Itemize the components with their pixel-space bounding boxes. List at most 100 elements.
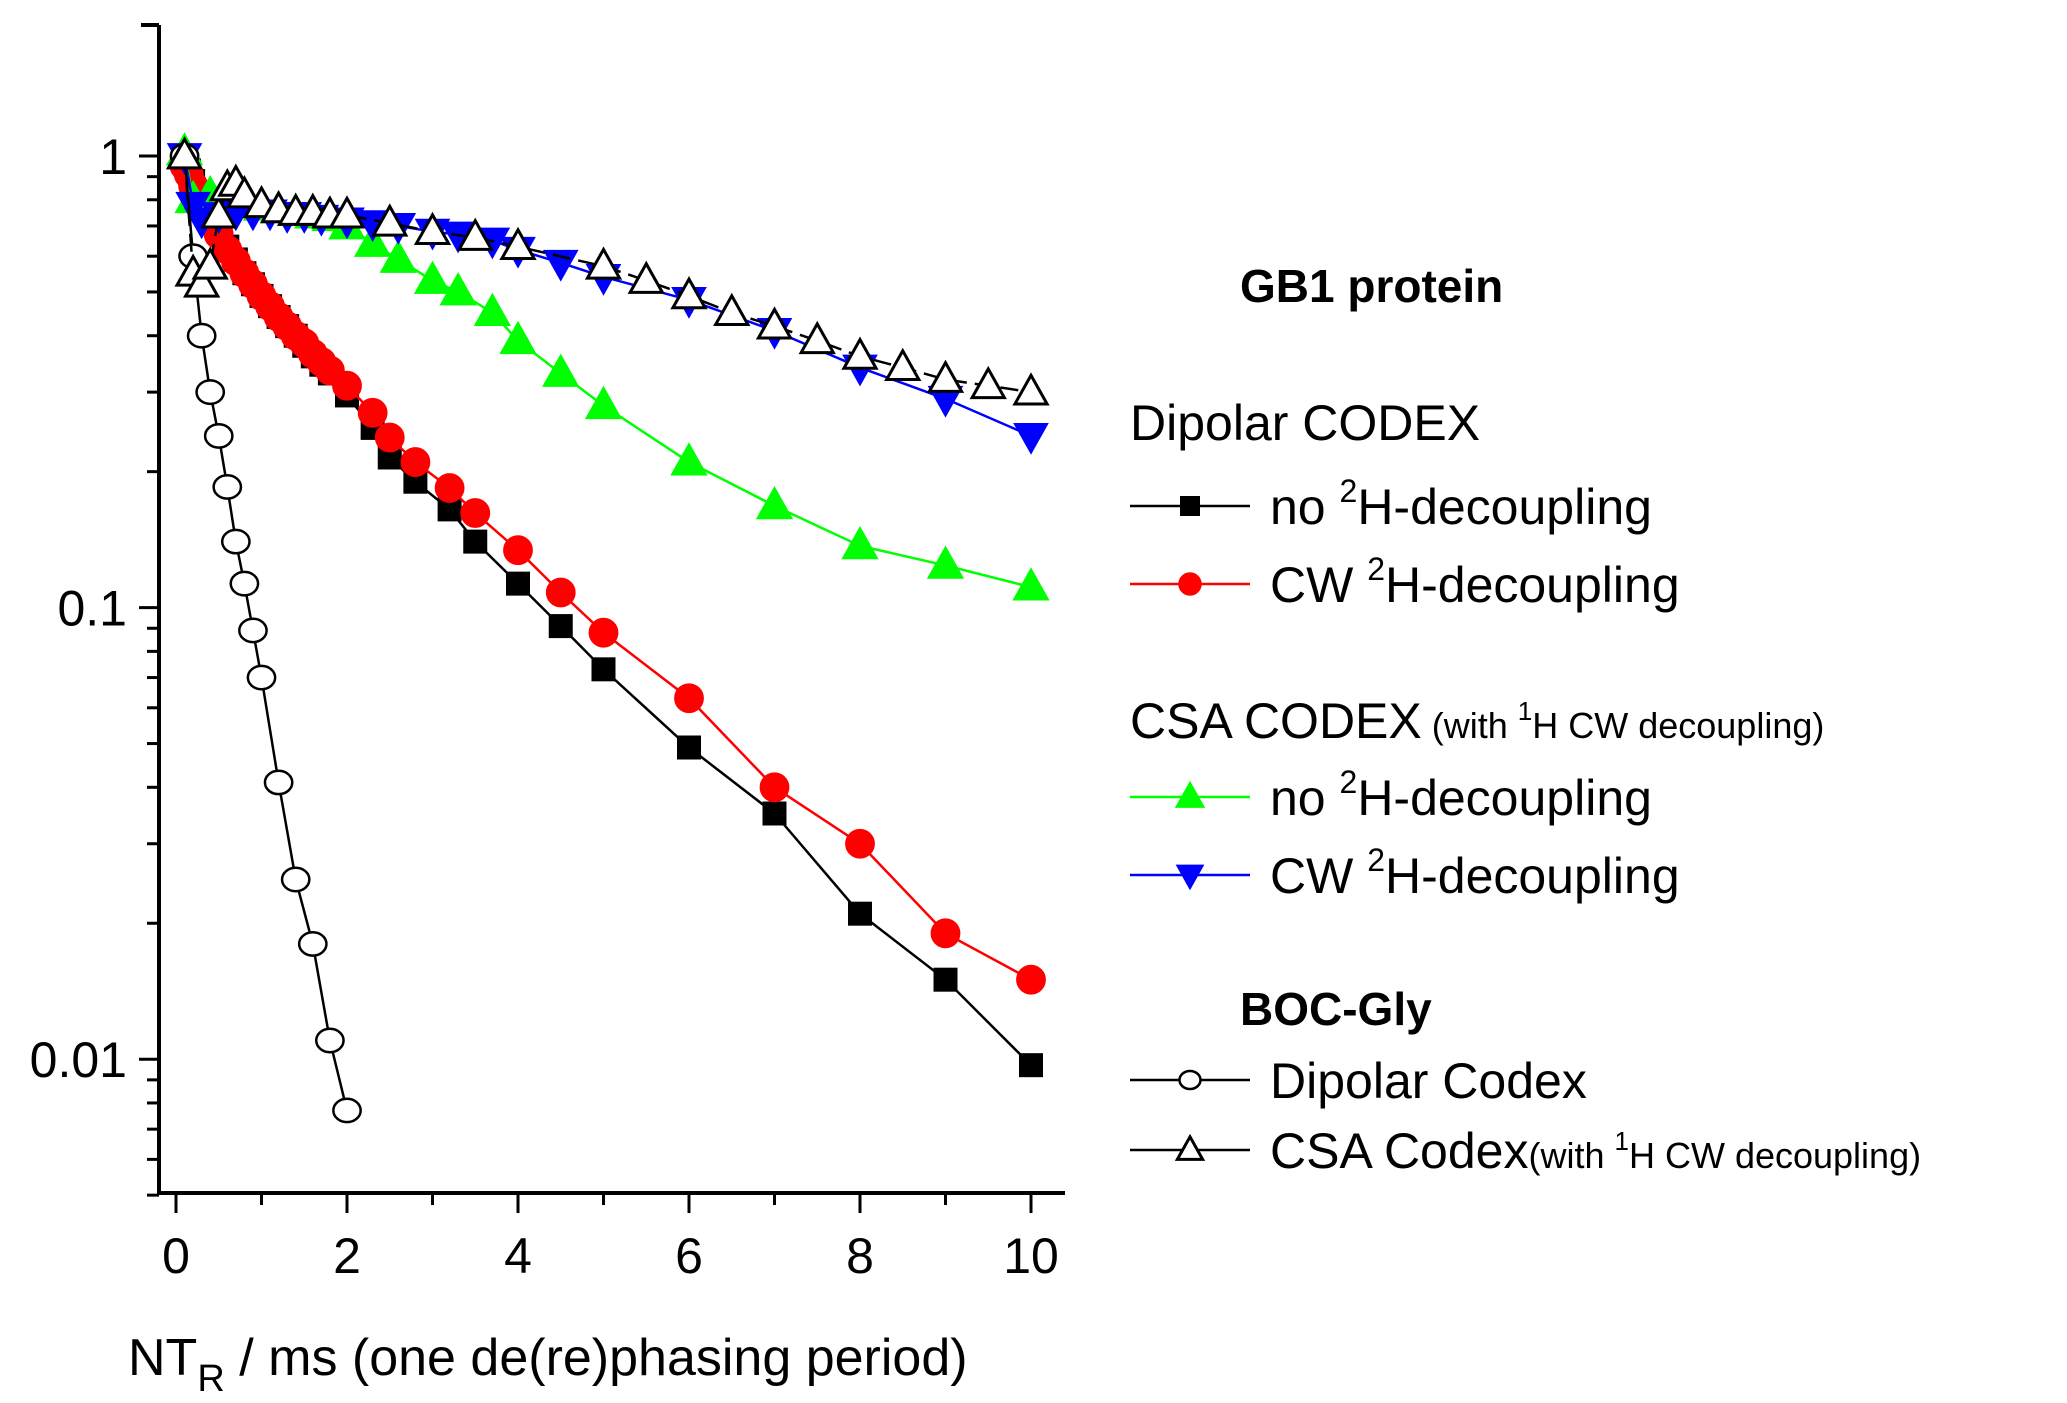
- data-point: [175, 191, 211, 224]
- data-point: [1012, 372, 1050, 406]
- data-point: [848, 901, 872, 926]
- data-point: [930, 918, 961, 949]
- data-point: [413, 211, 452, 246]
- data-point: [926, 545, 965, 579]
- legend-marker-icon: [1174, 780, 1206, 808]
- legend-marker-icon: [1178, 572, 1202, 596]
- data-point: [332, 370, 362, 401]
- data-point: [503, 535, 533, 566]
- data-point: [762, 801, 787, 826]
- data-point: [1012, 567, 1050, 601]
- data-point: [926, 359, 965, 393]
- x-axis-title: NTR / ms (one de(re)phasing period): [128, 1329, 968, 1400]
- series-line: [183, 161, 1032, 1067]
- data-point: [548, 614, 573, 639]
- data-point: [463, 529, 488, 554]
- data-point: [357, 397, 388, 428]
- data-point: [229, 570, 260, 597]
- series-5: [165, 136, 1050, 406]
- data-point: [933, 967, 958, 992]
- x-tick-label: 6: [675, 1228, 703, 1284]
- data-point: [670, 276, 708, 310]
- data-point: [212, 473, 243, 500]
- legend-marker-icon: [1175, 864, 1205, 891]
- data-point: [263, 769, 294, 796]
- data-point: [332, 1097, 362, 1124]
- data-point: [220, 528, 251, 555]
- data-point: [841, 336, 879, 370]
- legend-label: CSA Codex(with 1H CW decoupling): [1270, 1123, 1921, 1179]
- data-point: [845, 828, 875, 859]
- data-point: [755, 306, 794, 340]
- legend-label: Dipolar Codex: [1270, 1053, 1587, 1109]
- data-point: [670, 442, 708, 476]
- x-tick-label: 8: [846, 1228, 874, 1284]
- legend-heading-dipolar: Dipolar CODEX: [1130, 395, 1480, 451]
- data-point: [627, 260, 665, 294]
- data-point: [182, 264, 221, 298]
- y-tick-label: 0.1: [57, 581, 127, 637]
- data-point: [506, 571, 530, 596]
- data-point: [379, 239, 417, 273]
- data-point: [225, 175, 264, 209]
- data-point: [841, 525, 879, 560]
- legend-label: no 2H-decoupling: [1270, 473, 1652, 535]
- data-point: [456, 217, 494, 251]
- legend-marker-icon: [1174, 1133, 1206, 1161]
- legend-item: CW 2H-decoupling: [1130, 551, 1680, 613]
- data-point: [460, 498, 491, 528]
- data-point: [884, 347, 922, 381]
- y-tick-label: 1: [99, 129, 127, 185]
- legend-item: CW 2H-decoupling: [1130, 842, 1680, 904]
- legend-heading-bocgly: BOC-Gly: [1240, 983, 1432, 1035]
- legend-heading-gb1: GB1 protein: [1240, 260, 1503, 312]
- series-line: [183, 165, 1032, 981]
- data-point: [798, 320, 836, 355]
- data-point: [186, 322, 217, 349]
- y-tick-label: 0.01: [30, 1032, 127, 1088]
- legend-csa-note: (with: [1422, 705, 1518, 746]
- legend-item: no 2H-decoupling: [1130, 473, 1652, 535]
- data-point: [969, 365, 1007, 400]
- data-point: [542, 353, 580, 387]
- data-point: [238, 617, 268, 644]
- legend-label: CW 2H-decoupling: [1270, 551, 1680, 613]
- legend-marker-icon: [1180, 496, 1200, 516]
- legend-label: no 2H-decoupling: [1270, 764, 1652, 826]
- x-tick-label: 10: [1003, 1228, 1059, 1284]
- data-point: [584, 246, 623, 280]
- legend-item: Dipolar Codex: [1130, 1053, 1587, 1109]
- data-point: [755, 485, 794, 520]
- data-point: [165, 136, 204, 170]
- data-point: [674, 683, 704, 714]
- data-point: [203, 422, 234, 449]
- x-axis-title-sub: R: [197, 1358, 224, 1400]
- x-tick-label: 0: [162, 1228, 190, 1284]
- legend-heading-csa: CSA CODEX (with 1H CW decoupling): [1130, 693, 1824, 749]
- data-point: [588, 617, 619, 648]
- data-point: [545, 577, 576, 608]
- data-point: [191, 246, 229, 280]
- data-point: [1019, 1053, 1043, 1078]
- data-point: [195, 379, 226, 406]
- data-point: [499, 320, 537, 355]
- data-point: [315, 1027, 345, 1054]
- legend-item: CSA Codex(with 1H CW decoupling): [1130, 1123, 1921, 1179]
- data-point: [413, 260, 452, 294]
- axes: 0 2 4 6 8 10 0.01 0.1 1: [30, 23, 1065, 1284]
- data-point: [371, 203, 409, 237]
- data-point: [434, 473, 465, 503]
- data-point: [1016, 964, 1046, 995]
- legend: GB1 protein Dipolar CODEX CSA CODEX (with …: [1130, 260, 1921, 1179]
- x-axis-title-rest: / ms (one de(re)phasing period): [225, 1329, 968, 1387]
- data-point: [591, 657, 616, 682]
- legend-item: no 2H-decoupling: [1130, 764, 1652, 826]
- data-point: [584, 385, 623, 420]
- data-point: [677, 735, 701, 760]
- legend-marker-icon: [1178, 1069, 1202, 1091]
- data-point: [713, 292, 751, 327]
- data-point: [759, 772, 790, 803]
- legend-label: CW 2H-decoupling: [1270, 842, 1680, 904]
- x-tick-label: 4: [504, 1228, 532, 1284]
